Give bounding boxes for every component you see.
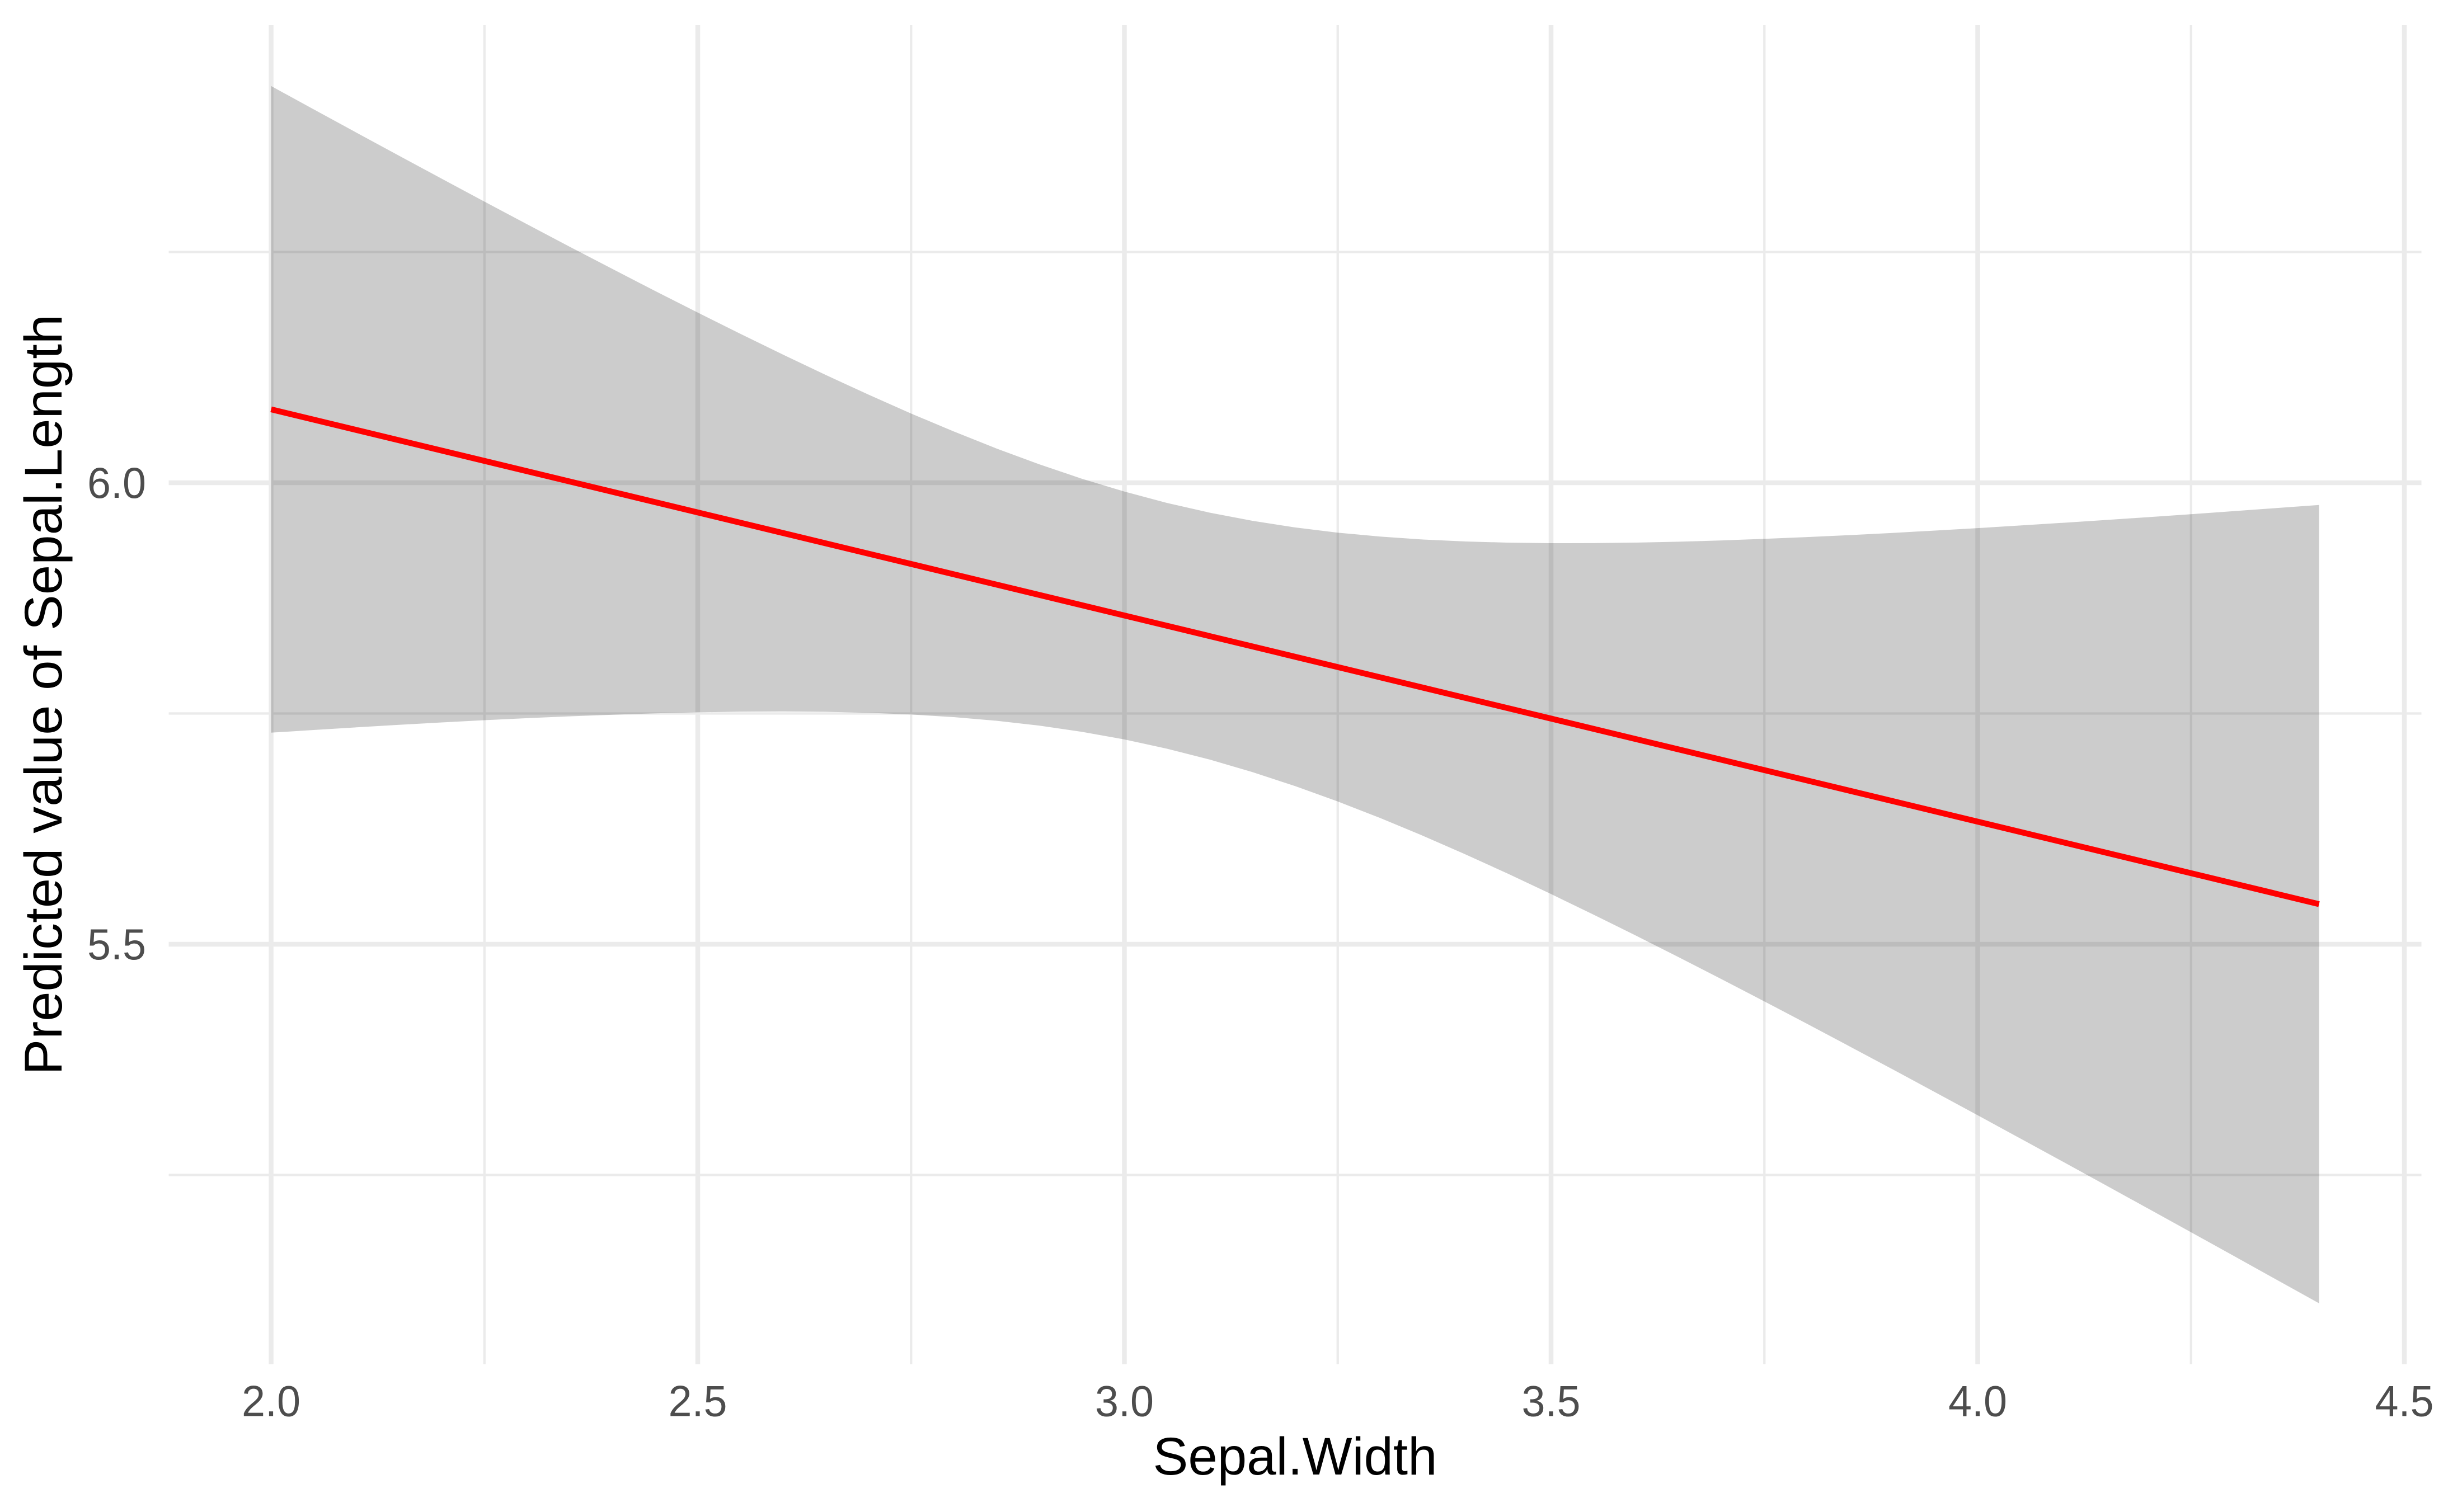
svg-text:2.5: 2.5 [669, 1378, 727, 1426]
svg-text:Predicted value of Sepal.Lengt: Predicted value of Sepal.Length [14, 314, 73, 1075]
svg-text:4.0: 4.0 [1948, 1378, 2007, 1426]
svg-text:Sepal.Width: Sepal.Width [1153, 1427, 1437, 1486]
svg-text:4.5: 4.5 [2375, 1378, 2434, 1426]
svg-text:2.0: 2.0 [242, 1378, 300, 1426]
svg-text:3.0: 3.0 [1095, 1378, 1154, 1426]
svg-text:6.0: 6.0 [87, 459, 146, 507]
svg-text:3.5: 3.5 [1522, 1378, 1581, 1426]
svg-text:5.5: 5.5 [87, 921, 146, 969]
